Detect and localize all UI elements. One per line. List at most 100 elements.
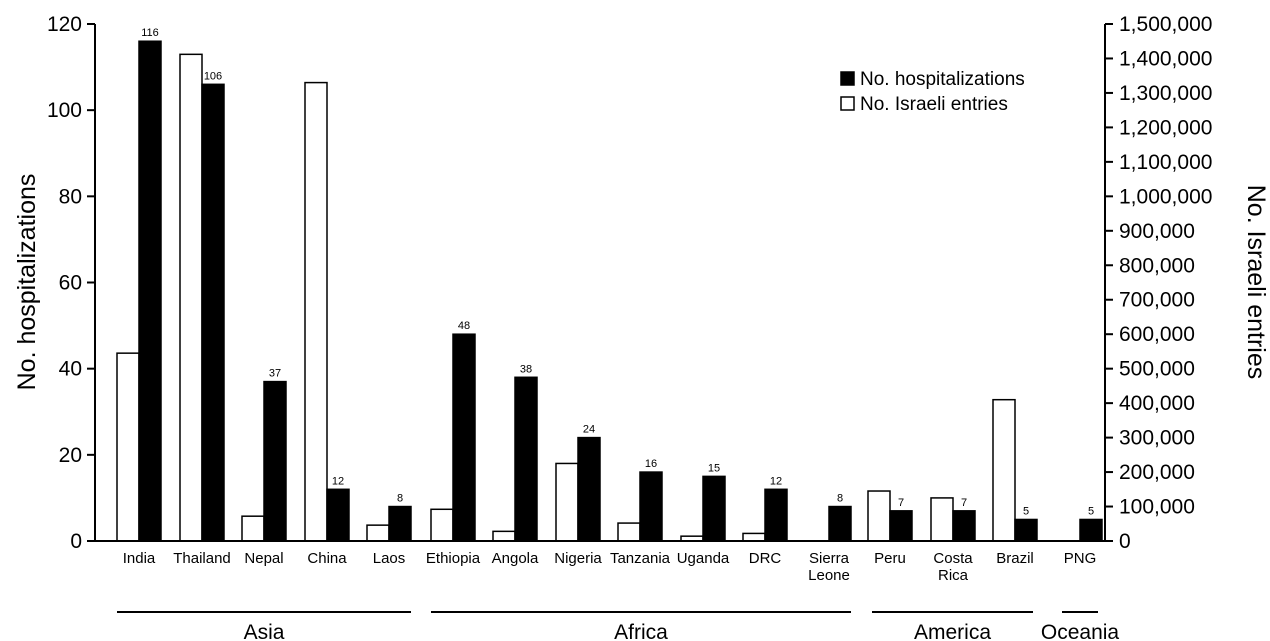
data-label: 38 (520, 363, 532, 375)
left-tick-label: 120 (47, 13, 82, 36)
category-label: Rica (938, 567, 969, 584)
right-axis-title: No. Israeli entries (1242, 185, 1270, 380)
right-ticks: 0 100,000 200,000 300,000 400,000 500,000 600,… (1105, 13, 1212, 553)
category-label: Costa (933, 550, 973, 567)
category-label: Tanzania (610, 550, 671, 567)
region-label: Africa (614, 621, 668, 641)
left-tick-label: 60 (59, 272, 82, 295)
right-tick-label: 600,000 (1119, 323, 1195, 346)
bar-hospitalizations (514, 376, 538, 542)
data-labels: 116 106 37 12 8 48 38 24 16 15 12 8 7 7 5 5 (141, 27, 1094, 517)
category-label: Laos (373, 550, 406, 567)
bar-hospitalizations (1079, 518, 1103, 542)
legend-swatch-entries (840, 96, 855, 111)
bar-israeli-entries (304, 81, 328, 542)
bar-hospitalizations (326, 488, 350, 542)
region-label: America (914, 621, 991, 641)
category-label: India (123, 550, 156, 567)
left-tick-label: 80 (59, 185, 82, 208)
data-label: 7 (961, 497, 967, 509)
data-label: 7 (898, 497, 904, 509)
bar-israeli-entries (241, 515, 265, 542)
left-tick-label: 20 (59, 444, 82, 467)
bar-israeli-entries (492, 530, 516, 542)
bar-israeli-entries (555, 462, 579, 542)
bar-hospitalizations (828, 505, 852, 542)
category-label: Peru (874, 550, 906, 567)
category-label: Sierra (809, 550, 850, 567)
bar-hospitalizations (1014, 518, 1038, 542)
bar-hospitalizations (952, 510, 976, 542)
category-label: Uganda (677, 550, 730, 567)
bar-israeli-entries (430, 508, 454, 542)
right-tick-label: 1,100,000 (1119, 151, 1212, 174)
region-label: Asia (244, 621, 285, 641)
left-axis-title: No. hospitalizations (13, 174, 41, 391)
category-label: China (307, 550, 347, 567)
left-tick-label: 40 (59, 358, 82, 381)
category-label: Ethiopia (426, 550, 481, 567)
bar-israeli-entries (366, 524, 390, 542)
bar-hospitalizations (889, 510, 913, 542)
region-label: Oceania (1041, 621, 1120, 641)
category-label: Nigeria (554, 550, 602, 567)
data-label: 116 (141, 27, 159, 39)
bar-israeli-entries (617, 522, 641, 542)
bar-israeli-entries (179, 53, 203, 542)
data-label: 12 (770, 475, 782, 487)
right-tick-label: 900,000 (1119, 220, 1195, 243)
legend: No. hospitalizations No. Israeli entries (840, 69, 1025, 115)
right-tick-label: 1,400,000 (1119, 47, 1212, 70)
category-label: PNG (1064, 550, 1097, 567)
bar-israeli-entries (742, 532, 766, 542)
data-label: 5 (1088, 505, 1094, 517)
bar-hospitalizations (764, 488, 788, 542)
bar-israeli-entries (867, 490, 891, 542)
right-tick-label: 200,000 (1119, 461, 1195, 484)
category-label: DRC (749, 550, 782, 567)
bar-israeli-entries (116, 352, 140, 542)
right-tick-label: 300,000 (1119, 427, 1195, 450)
left-tick-label: 100 (47, 99, 82, 122)
bar-hospitalizations (138, 40, 162, 542)
bar-israeli-entries (992, 398, 1016, 542)
legend-label-hospitalizations: No. hospitalizations (860, 69, 1025, 90)
bar-hospitalizations (388, 505, 412, 542)
left-tick-label: 0 (70, 530, 82, 553)
right-tick-label: 1,500,000 (1119, 13, 1212, 36)
right-tick-label: 400,000 (1119, 392, 1195, 415)
category-label: Brazil (996, 550, 1034, 567)
category-label: Angola (492, 550, 539, 567)
bar-hospitalizations (639, 471, 663, 542)
bar-hospitalizations (702, 475, 726, 542)
right-tick-label: 500,000 (1119, 358, 1195, 381)
category-label: Nepal (244, 550, 283, 567)
right-tick-label: 1,000,000 (1119, 185, 1212, 208)
right-tick-label: 1,200,000 (1119, 116, 1212, 139)
right-tick-label: 800,000 (1119, 254, 1195, 277)
category-label: Thailand (173, 550, 231, 567)
category-labels: India Thailand Nepal China Laos Ethiopia Angol… (123, 550, 1097, 584)
right-tick-label: 0 (1119, 530, 1131, 553)
data-label: 48 (458, 320, 470, 332)
legend-swatch-hospitalizations (840, 71, 855, 86)
data-label: 12 (332, 475, 344, 487)
data-label: 37 (269, 368, 281, 380)
bar-hospitalizations (452, 333, 476, 542)
data-label: 106 (204, 70, 222, 82)
bars (116, 40, 1103, 542)
data-label: 16 (645, 458, 657, 470)
bar-israeli-entries (930, 497, 954, 542)
right-tick-label: 100,000 (1119, 496, 1195, 519)
left-ticks: 0 20 40 60 80 100 120 (47, 13, 95, 553)
data-label: 15 (708, 462, 720, 474)
bar-hospitalizations (577, 436, 601, 542)
data-label: 8 (397, 493, 403, 505)
category-label: Leone (808, 567, 850, 584)
region-groups: Asia Africa America Oceania (117, 611, 1120, 641)
bar-hospitalizations (201, 83, 225, 542)
right-tick-label: 1,300,000 (1119, 82, 1212, 105)
right-tick-label: 700,000 (1119, 289, 1195, 312)
data-label: 8 (837, 493, 843, 505)
